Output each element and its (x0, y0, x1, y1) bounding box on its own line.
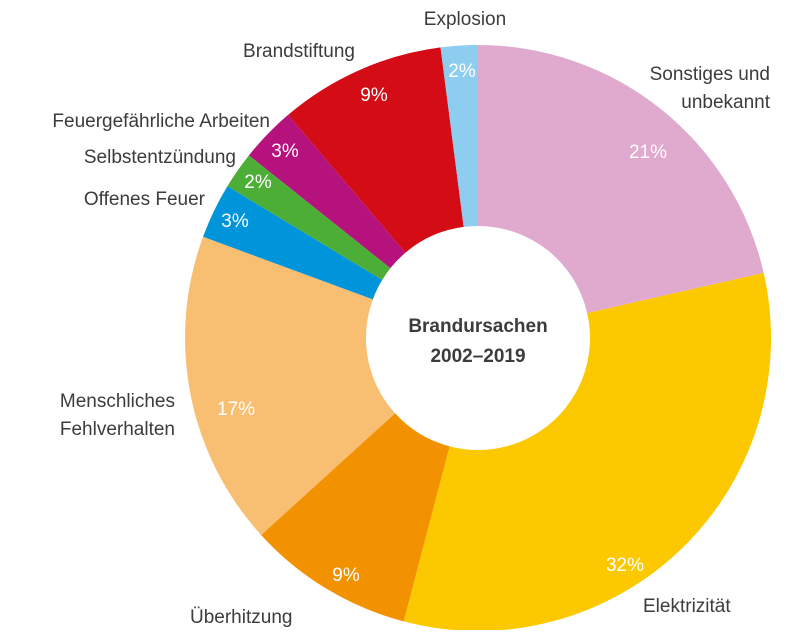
category-label: Menschliches Fehlverhalten (59, 391, 175, 440)
segment (203, 186, 383, 300)
segment (261, 413, 450, 622)
category-label: Überhitzung (190, 607, 293, 628)
category-label: Explosion (423, 9, 507, 30)
value-label: 21% (629, 142, 667, 163)
value-label: 2% (448, 61, 476, 82)
segment (478, 45, 764, 314)
value-label: 2% (244, 172, 272, 193)
category-label: Brandstiftung (243, 41, 355, 62)
segment (440, 45, 478, 227)
category-label: Selbstentzündung (83, 147, 236, 168)
segment (403, 272, 771, 630)
value-label: 17% (217, 399, 255, 420)
category-label: Sonstiges und unbekannt (649, 64, 770, 113)
segments (184, 45, 771, 630)
value-label: 3% (271, 141, 299, 162)
value-label: 9% (332, 565, 360, 586)
value-label: 3% (221, 211, 249, 232)
value-label: 9% (360, 85, 388, 106)
category-label: Offenes Feuer (83, 189, 205, 210)
segment (248, 114, 406, 269)
segment (288, 47, 464, 253)
chart-subtitle: 2002–2019 (430, 346, 525, 367)
chart-title: Brandursachen (408, 316, 547, 337)
category-label: Feuergefährliche Arbeiten (52, 111, 270, 132)
segment (184, 236, 396, 535)
category-label: Elektrizität (643, 596, 731, 617)
value-label: 32% (606, 555, 644, 576)
segment (227, 155, 391, 280)
